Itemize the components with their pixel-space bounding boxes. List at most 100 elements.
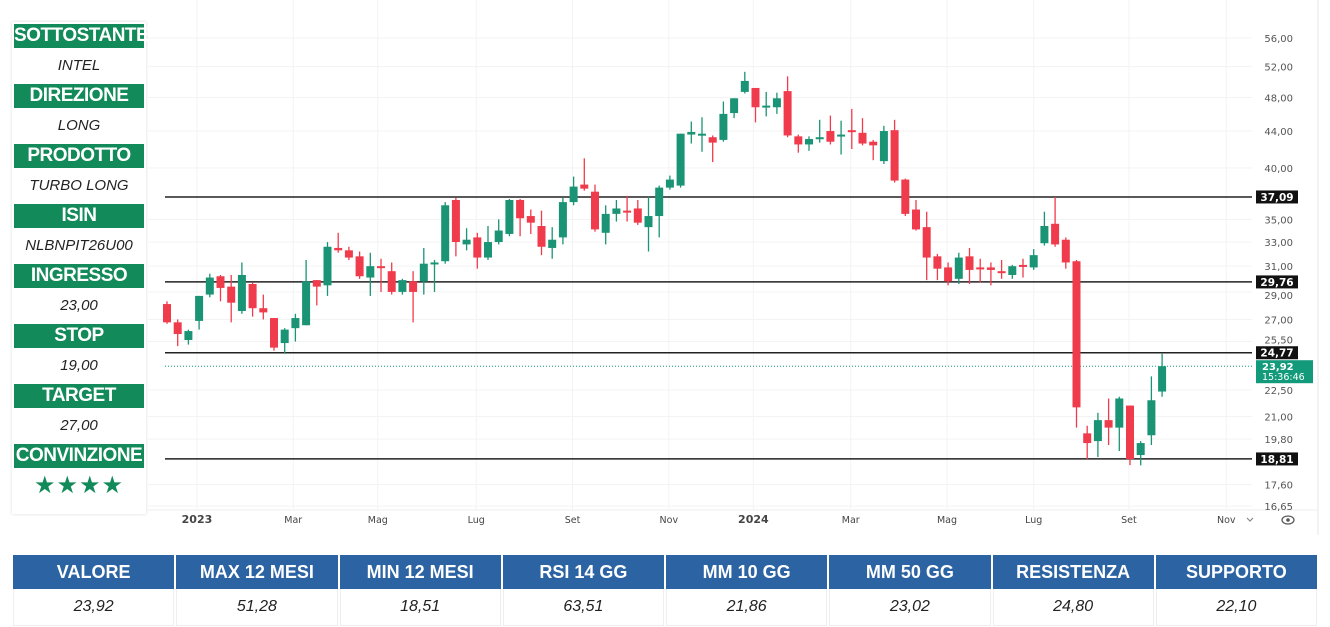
candle-body	[216, 276, 225, 288]
panel-label-isin: ISIN	[14, 204, 144, 228]
candle-body	[633, 208, 642, 223]
candle	[248, 282, 257, 317]
candle-body	[237, 274, 246, 311]
candle-body	[730, 98, 739, 114]
candle	[751, 87, 760, 123]
candle	[976, 258, 985, 283]
candle	[740, 71, 749, 94]
candle-body	[227, 286, 236, 303]
candle-body	[387, 271, 396, 292]
panel-value-target: 27,00	[60, 417, 98, 434]
panel-label-direzione: DIREZIONE	[14, 84, 144, 108]
candle	[1126, 405, 1134, 466]
candle	[280, 328, 289, 354]
candle	[163, 301, 171, 324]
candle-body	[1115, 398, 1124, 428]
table-cell: 51,28	[176, 589, 338, 626]
candle	[355, 251, 364, 279]
level-label: 29,76	[1260, 277, 1293, 289]
candle-body	[794, 136, 803, 145]
table-column: MAX 12 MESI 51,28	[176, 555, 338, 626]
table-column: RSI 14 GG 63,51	[502, 555, 664, 626]
candle	[665, 175, 674, 190]
candle-body	[1040, 226, 1049, 244]
candle-body	[484, 242, 492, 258]
candle-body	[344, 250, 353, 258]
candle	[344, 246, 353, 260]
candle	[1051, 196, 1060, 247]
candle	[1029, 249, 1038, 270]
x-tick-label: 2024	[738, 513, 769, 526]
candle	[826, 115, 835, 145]
candle	[1019, 258, 1027, 278]
candle	[387, 262, 396, 295]
candle	[173, 319, 182, 347]
candle	[591, 184, 599, 232]
candle	[890, 119, 899, 183]
candle-body	[548, 239, 557, 248]
y-tick-label: 21,00	[1264, 412, 1293, 423]
candle-body	[901, 179, 910, 214]
candle	[922, 211, 931, 281]
candle	[1008, 264, 1017, 279]
candle	[1115, 396, 1124, 452]
candle	[195, 295, 204, 330]
candle	[537, 210, 546, 256]
candle	[676, 133, 685, 188]
candle	[419, 247, 428, 295]
y-tick-label: 44,00	[1264, 127, 1293, 138]
panel-label-stop: STOP	[14, 324, 144, 348]
candle-body	[676, 133, 685, 186]
y-tick-label: 25,50	[1264, 336, 1293, 347]
candle	[430, 259, 439, 292]
candle-body	[1136, 443, 1145, 456]
candle-body	[976, 267, 985, 270]
candle	[291, 313, 300, 342]
table-cell: 23,92	[13, 589, 175, 626]
table-column: VALORE 23,92	[13, 555, 175, 626]
chevron-down-icon[interactable]	[1246, 517, 1254, 522]
candle	[858, 118, 867, 146]
candle-body	[398, 280, 407, 292]
candle	[1072, 259, 1081, 428]
candle-body	[302, 281, 311, 326]
table-header: SUPPORTO	[1155, 555, 1317, 589]
price-chart[interactable]: 56,00 52,00 48,00 44,00 40,00 35,00 33,00 31,00…	[0, 0, 1330, 540]
panel-label-target: TARGET	[14, 384, 144, 408]
candle-body	[163, 304, 171, 323]
candle	[323, 242, 332, 296]
candle	[772, 92, 781, 114]
candle-body	[205, 277, 214, 295]
candle-body	[847, 130, 856, 133]
candle	[237, 262, 246, 314]
candle	[494, 219, 503, 245]
candle-body	[997, 271, 1006, 274]
eye-icon[interactable]	[1281, 515, 1295, 525]
candle-body	[1104, 420, 1113, 428]
y-tick-label: 29,00	[1264, 291, 1293, 302]
candle-body	[323, 246, 332, 286]
candle-body	[591, 191, 599, 230]
candle-body	[687, 131, 696, 135]
panel-label-convinzione: CONVINZIONE	[14, 444, 144, 468]
candle-body	[419, 263, 428, 282]
candle-body	[1093, 420, 1102, 442]
table-column: SUPPORTO 22,10	[1155, 555, 1317, 626]
candle	[451, 197, 460, 257]
x-tick-label: Nov	[1217, 515, 1236, 526]
candle	[719, 101, 728, 142]
candle-body	[1083, 433, 1092, 444]
candle-body	[751, 87, 760, 108]
candle-body	[1051, 223, 1060, 245]
panel-label-ingresso: INGRESSO	[14, 264, 144, 288]
candle-body	[1061, 239, 1070, 263]
chart-grid	[148, 0, 1319, 535]
x-tick-label: Lug	[1025, 515, 1042, 526]
candle	[516, 198, 525, 237]
level-label: 18,81	[1260, 454, 1293, 466]
candle-body	[612, 208, 621, 214]
candle-body	[698, 133, 706, 136]
candle-body	[922, 227, 931, 258]
candle-body	[248, 284, 257, 309]
candle	[1158, 353, 1167, 397]
